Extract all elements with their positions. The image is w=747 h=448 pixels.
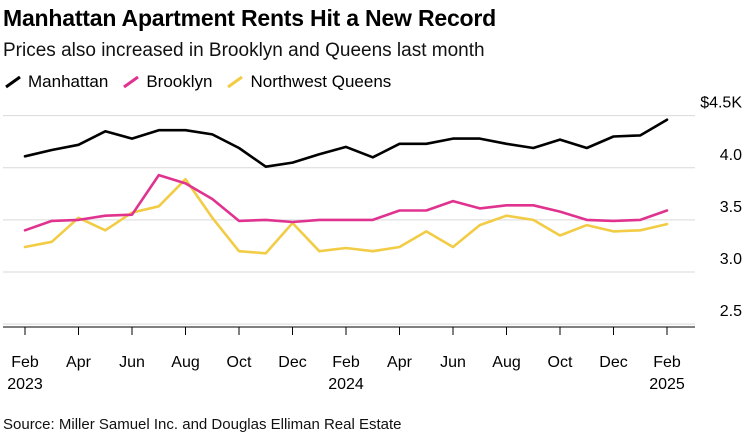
source-note: Source: Miller Samuel Inc. and Douglas E… bbox=[3, 416, 402, 433]
legend: Manhattan Brooklyn Northwest Queens bbox=[4, 72, 405, 92]
x-tick-label: Feb bbox=[332, 354, 360, 371]
y-tick-label: 2.5 bbox=[720, 303, 742, 320]
legend-label-manhattan: Manhattan bbox=[28, 72, 109, 91]
legend-swatch-brooklyn bbox=[123, 75, 140, 89]
y-tick-label: $4.5K bbox=[700, 95, 742, 112]
y-tick-label: 4.0 bbox=[720, 147, 742, 164]
chart-title: Manhattan Apartment Rents Hit a New Reco… bbox=[3, 5, 496, 31]
legend-item-manhattan: Manhattan bbox=[4, 72, 108, 92]
x-tick-label: Aug bbox=[171, 354, 199, 371]
x-tick-label: Apr bbox=[66, 354, 92, 371]
x-tick-label: Jun bbox=[440, 354, 466, 371]
y-tick-label: 3.0 bbox=[720, 251, 742, 268]
x-tick-label: Feb bbox=[11, 354, 39, 371]
x-tick-label: Feb bbox=[653, 354, 681, 371]
legend-item-brooklyn: Brooklyn bbox=[122, 72, 212, 92]
series-line-brooklyn bbox=[23, 173, 669, 232]
legend-label-northwest-queens: Northwest Queens bbox=[250, 72, 392, 91]
x-tick-label: Jun bbox=[119, 354, 145, 371]
y-tick-label: 3.5 bbox=[720, 199, 742, 216]
legend-swatch-northwest-queens bbox=[227, 75, 244, 89]
x-tick-label: Dec bbox=[599, 354, 627, 371]
x-tick-year-label: 2025 bbox=[649, 376, 685, 393]
legend-label-brooklyn: Brooklyn bbox=[146, 72, 213, 91]
x-tick-label: Dec bbox=[278, 354, 306, 371]
x-tick-label: Apr bbox=[387, 354, 413, 371]
series-line-manhattan bbox=[23, 118, 669, 168]
legend-item-northwest-queens: Northwest Queens bbox=[226, 72, 391, 92]
x-tick-year-label: 2023 bbox=[7, 376, 43, 393]
x-tick-label: Oct bbox=[227, 354, 252, 371]
legend-swatch-manhattan bbox=[5, 75, 21, 89]
line-chart: $4.5K 4.0 3.5 3.0 2.5 Feb 2023 Apr Jun Aug Oct Dec F… bbox=[3, 95, 742, 393]
chart-subtitle: Prices also increased in Brooklyn and Qu… bbox=[3, 40, 485, 61]
x-tick-year-label: 2024 bbox=[328, 376, 364, 393]
x-tick-label: Oct bbox=[548, 354, 573, 371]
x-tick-label: Aug bbox=[492, 354, 520, 371]
